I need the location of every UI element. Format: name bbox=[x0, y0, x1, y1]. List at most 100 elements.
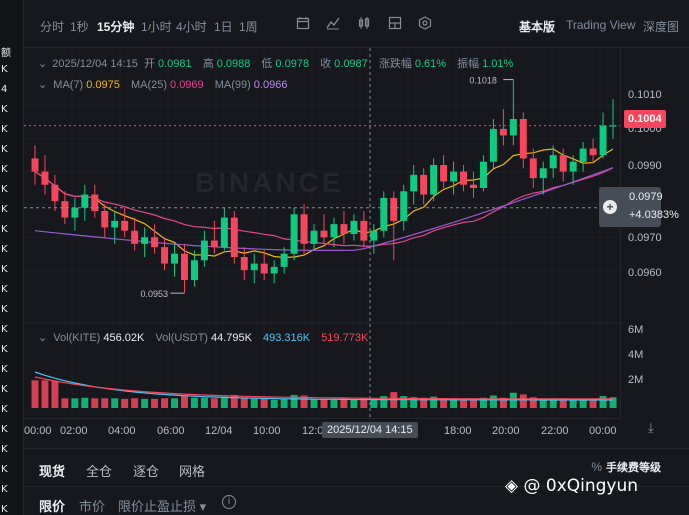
candle-body bbox=[380, 197, 388, 231]
volume-bar bbox=[101, 398, 109, 408]
strip-label: K bbox=[1, 364, 8, 375]
timeframe-15m[interactable]: 15分钟 bbox=[97, 20, 135, 34]
candlestick-chart[interactable]: 0.1018 0.0953 bbox=[24, 48, 620, 418]
add-alert-icon[interactable]: + bbox=[603, 200, 617, 214]
amplitude-label: 振幅 bbox=[457, 58, 480, 70]
view-tradingview[interactable]: Trading View bbox=[566, 18, 636, 32]
price-tick: 0.0970 bbox=[628, 232, 662, 244]
order-type-limit[interactable]: 限价 bbox=[39, 499, 66, 514]
timeframe-1h[interactable]: 1小时 bbox=[141, 20, 172, 34]
strip-label: K bbox=[1, 484, 8, 495]
order-type-market[interactable]: 市价 bbox=[79, 499, 106, 514]
chart-toolbar: 分时 1秒 15分钟 1小时 4小时 1日 1周 基本版 Trading Vie… bbox=[24, 0, 689, 48]
candle-body bbox=[360, 220, 368, 241]
tab-grid[interactable]: 网格 bbox=[179, 464, 206, 479]
fee-level-button[interactable]: % 手续费等级 bbox=[591, 459, 661, 475]
volume-bar bbox=[370, 398, 378, 408]
volume-bar bbox=[31, 380, 39, 408]
volume-bar bbox=[360, 397, 368, 408]
time-tick: 02:00 bbox=[60, 425, 88, 437]
time-tick: 04:00 bbox=[108, 425, 136, 437]
strip-label: K bbox=[1, 244, 8, 255]
time-tick: 12/04 bbox=[205, 425, 233, 437]
info-icon[interactable]: i bbox=[222, 495, 236, 509]
view-depth[interactable]: 深度图 bbox=[643, 20, 680, 34]
candle-type-icon[interactable] bbox=[357, 16, 371, 30]
candle-body bbox=[430, 165, 438, 195]
candle-body bbox=[489, 128, 497, 162]
volume-bar bbox=[479, 397, 487, 408]
time-axis[interactable]: 00:00 02:00 04:00 06:00 12/04 10:00 12:0… bbox=[24, 418, 620, 440]
volume-bar bbox=[210, 398, 218, 408]
volume-bar bbox=[111, 398, 119, 408]
candle-body bbox=[400, 191, 408, 221]
volume-bar bbox=[489, 395, 497, 408]
candle-body bbox=[519, 119, 527, 159]
timeframe-1w[interactable]: 1周 bbox=[239, 20, 258, 34]
volume-legend: ⌄ Vol(KITE) 456.02K Vol(USDT) 44.795K 493.… bbox=[38, 331, 368, 344]
candle-body bbox=[549, 155, 557, 169]
tab-isolated[interactable]: 逐仓 bbox=[133, 464, 160, 479]
volume-bar bbox=[61, 398, 69, 408]
candle-body bbox=[569, 161, 577, 172]
volume-bar bbox=[151, 398, 159, 408]
timeframe-1s[interactable]: 1秒 bbox=[70, 20, 89, 34]
chevron-down-icon[interactable]: ⌄ bbox=[38, 58, 48, 70]
ma7-value: 0.0975 bbox=[86, 79, 120, 91]
strip-label: K bbox=[1, 304, 8, 315]
ma99-value: 0.0966 bbox=[253, 79, 288, 91]
calendar-settings-icon[interactable] bbox=[296, 16, 310, 30]
candle-body bbox=[91, 194, 99, 211]
volume-bar bbox=[141, 398, 149, 408]
timeframe-tick[interactable]: 分时 bbox=[40, 20, 65, 34]
strip-label: 4 bbox=[1, 84, 8, 95]
volume-bar bbox=[200, 397, 208, 408]
strip-label: 额 bbox=[1, 48, 11, 59]
order-type-stop-limit[interactable]: 限价止盈止损 ▾ bbox=[118, 496, 206, 515]
layout-icon[interactable] bbox=[388, 16, 402, 30]
time-tick: 00:00 bbox=[24, 425, 52, 437]
candle-body bbox=[61, 201, 69, 218]
volume-bar bbox=[440, 398, 448, 408]
view-basic[interactable]: 基本版 bbox=[519, 20, 556, 34]
strip-label: K bbox=[1, 184, 8, 195]
strip-label: K bbox=[1, 64, 8, 75]
timeframe-1d[interactable]: 1日 bbox=[214, 20, 233, 34]
candle-body bbox=[151, 237, 159, 248]
volume-bar bbox=[220, 396, 228, 408]
candle-body bbox=[71, 207, 79, 218]
candle-body bbox=[300, 214, 308, 244]
crosshair-pct: +4.0383% bbox=[629, 209, 679, 221]
strip-label: K bbox=[1, 104, 8, 115]
strip-label: K bbox=[1, 124, 8, 135]
hexagon-settings-icon[interactable] bbox=[418, 16, 432, 30]
chevron-down-icon[interactable]: ⌄ bbox=[38, 79, 48, 91]
price-tick: 0.1010 bbox=[628, 89, 662, 101]
price-axis[interactable]: 0.1010 0.1000 0.0990 0.0970 0.0960 6M 4M… bbox=[620, 48, 689, 435]
ma99-label: MA(99) bbox=[214, 79, 251, 91]
volume-bar bbox=[310, 399, 318, 408]
percent-icon: % bbox=[591, 460, 602, 474]
ohlc-info: ⌄ 2025/12/04 14:15 开 0.0981 高 0.0988 低 0.09… bbox=[38, 55, 521, 71]
chevron-down-icon[interactable]: ⌄ bbox=[38, 332, 48, 344]
candle-body bbox=[280, 253, 288, 267]
timeframe-4h[interactable]: 4小时 bbox=[176, 20, 207, 34]
candle-body bbox=[390, 197, 398, 221]
volume-bar bbox=[420, 397, 428, 408]
volume-bar bbox=[460, 399, 468, 408]
candle-body bbox=[350, 220, 358, 234]
candle-body bbox=[230, 217, 238, 257]
volume-bar bbox=[539, 398, 547, 408]
fit-screen-icon[interactable]: ⤓ bbox=[648, 420, 654, 435]
tab-spot[interactable]: 现货 bbox=[39, 464, 66, 479]
low-label: 低 bbox=[261, 58, 273, 70]
volume-bar bbox=[599, 396, 607, 408]
candle-body bbox=[579, 148, 587, 162]
indicator-chart-icon[interactable] bbox=[326, 16, 340, 30]
strip-label: K bbox=[1, 164, 8, 175]
volume-bar bbox=[400, 396, 408, 408]
volume-bar bbox=[171, 398, 178, 408]
volume-bar bbox=[161, 398, 169, 408]
candle-body bbox=[420, 174, 428, 195]
tab-cross[interactable]: 全仓 bbox=[86, 464, 113, 479]
